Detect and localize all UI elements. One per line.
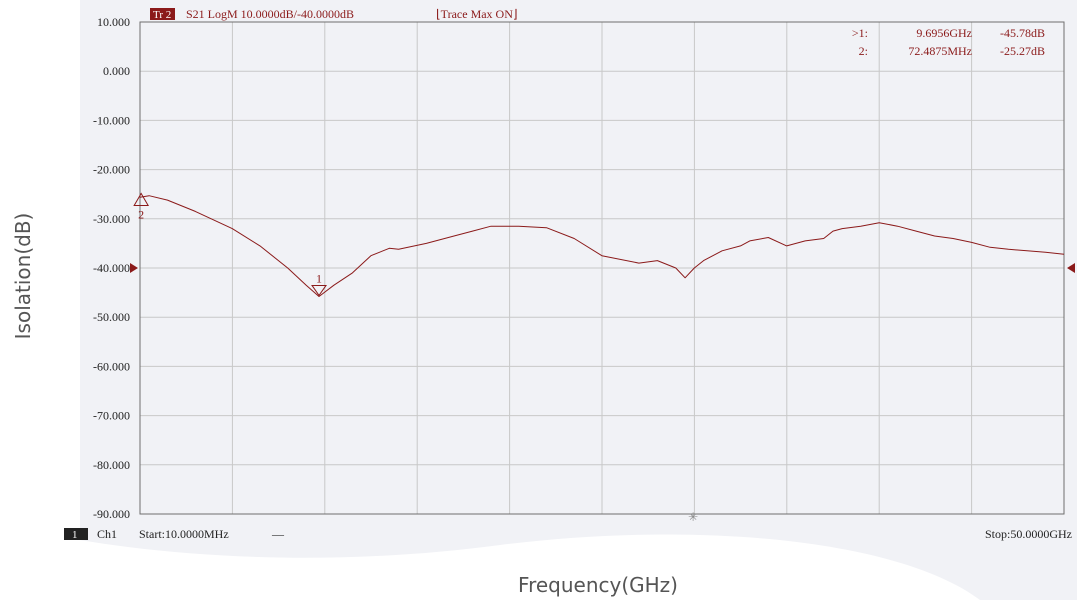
marker-2-label: 2 (138, 208, 144, 222)
marker-1-freq: 9.6956GHz (916, 26, 972, 40)
y-axis-title: Isolation(dB) (11, 213, 35, 340)
marker-1-value: -45.78dB (1000, 26, 1045, 40)
trace-line-s21 (139, 195, 1065, 297)
y-tick-label: -40.000 (93, 261, 130, 275)
reference-arrow-right (1067, 263, 1075, 273)
markers: 12 (133, 192, 327, 297)
y-tick-label: -60.000 (93, 359, 130, 373)
marker-1-triangle (311, 284, 327, 297)
x-axis-title: Frequency(GHz) (518, 573, 678, 597)
marker-readout-table: >1: 9.6956GHz -45.78dB 2: 72.4875MHz -25… (852, 26, 1045, 58)
start-dash: — (271, 527, 285, 541)
channel-label: Ch1 (97, 527, 117, 541)
y-tick-label: -90.000 (93, 507, 130, 521)
grid (140, 22, 1064, 514)
trace-tag: Tr 2 (153, 9, 171, 21)
y-tick-label: 0.000 (103, 64, 130, 78)
trace-info: S21 LogM 10.0000dB/-40.0000dB (186, 7, 354, 21)
footer-bar[interactable]: 1 Ch1 Start:10.0000MHz — Stop:50.0000GHz (64, 527, 1072, 541)
y-tick-label: -70.000 (93, 409, 130, 423)
trace-tag-bg (150, 8, 175, 20)
marker-1-id: >1: (852, 26, 868, 40)
marker-1[interactable]: 1 (311, 271, 327, 297)
stop-frequency: Stop:50.0000GHz (985, 527, 1072, 541)
trace-header[interactable]: Tr 2 S21 LogM 10.0000dB/-40.0000dB ⌊Trac… (150, 7, 518, 21)
marker-2-value: -25.27dB (1000, 44, 1045, 58)
center-tick-mark: ✳ (688, 510, 698, 524)
start-frequency: Start:10.0000MHz (139, 527, 229, 541)
marker-1-label: 1 (316, 271, 322, 285)
y-tick-label: -10.000 (93, 113, 130, 127)
y-tick-label: 10.000 (97, 15, 130, 29)
marker-2[interactable]: 2 (133, 192, 150, 222)
y-tick-label: -50.000 (93, 310, 130, 324)
reference-arrow-left (130, 263, 138, 273)
y-tick-label: -30.000 (93, 212, 130, 226)
y-tick-label: -80.000 (93, 458, 130, 472)
y-tick-label: -20.000 (93, 163, 130, 177)
y-tick-labels: 10.000 0.000 -10.000 -20.000 -30.000 -40.000 -… (93, 15, 130, 521)
marker-2-freq: 72.4875MHz (908, 44, 972, 58)
channel-number-bg (64, 528, 88, 540)
trace-line-group (139, 195, 1065, 297)
plot-frame (139, 21, 1065, 515)
marker-2-triangle (133, 192, 150, 207)
marker-2-id: 2: (859, 44, 868, 58)
trace-status: ⌊Trace Max ON⌋ (436, 7, 518, 21)
channel-number: 1 (72, 529, 78, 541)
